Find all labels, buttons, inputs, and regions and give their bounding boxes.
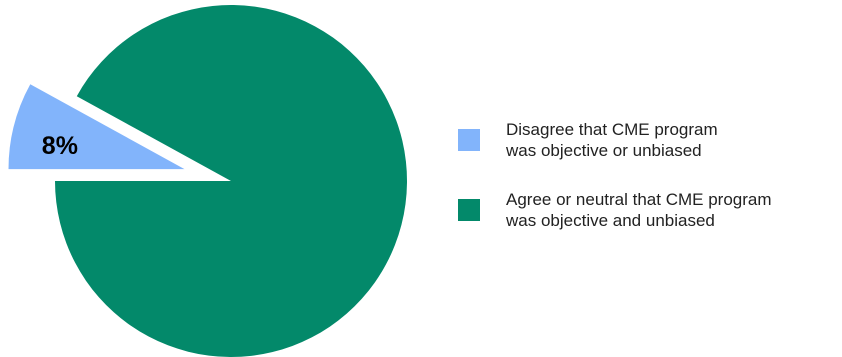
chart-legend: Disagree that CME program was objective … (458, 119, 842, 259)
legend-item-disagree: Disagree that CME program was objective … (458, 119, 842, 161)
pie-chart: 8% (8, 5, 407, 357)
pie-slice-0 (8, 84, 185, 170)
legend-swatch-agree (458, 199, 480, 221)
pie-slice-label-0: 8% (42, 132, 78, 160)
legend-item-agree: Agree or neutral that CME program was ob… (458, 189, 842, 231)
legend-label-agree: Agree or neutral that CME program was ob… (506, 190, 772, 230)
legend-swatch-disagree (458, 129, 480, 151)
legend-label-disagree: Disagree that CME program was objective … (506, 120, 718, 160)
pie-slice-1 (55, 5, 407, 357)
